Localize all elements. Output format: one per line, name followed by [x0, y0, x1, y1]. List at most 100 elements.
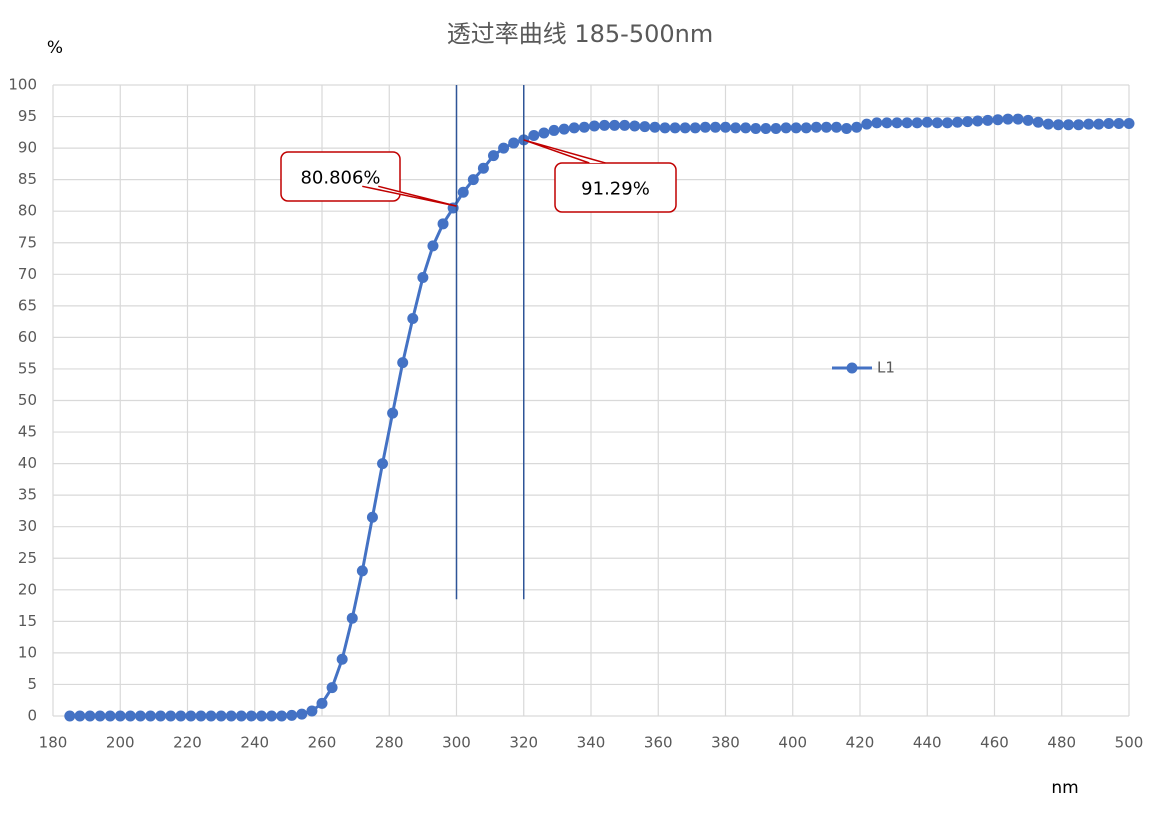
data-point: [730, 122, 742, 134]
data-point: [760, 123, 772, 135]
data-point: [286, 709, 298, 721]
y-tick-label: 30: [18, 517, 37, 535]
x-tick-label: 240: [240, 734, 269, 752]
x-tick-label: 260: [308, 734, 337, 752]
data-point: [679, 122, 691, 134]
data-point: [165, 710, 177, 722]
data-point: [578, 121, 590, 133]
data-point: [538, 127, 550, 139]
data-point: [74, 710, 86, 722]
data-point: [417, 271, 429, 283]
data-point: [336, 653, 348, 665]
data-point: [1052, 119, 1064, 131]
data-point: [548, 124, 560, 136]
data-point: [427, 240, 439, 252]
data-point: [155, 710, 167, 722]
x-tick-label: 420: [846, 734, 875, 752]
data-point: [588, 120, 600, 132]
data-point: [1032, 116, 1044, 128]
y-tick-label: 40: [18, 454, 37, 472]
data-point: [820, 121, 832, 133]
data-point: [346, 612, 358, 624]
y-tick-label: 90: [18, 139, 37, 157]
data-point: [235, 710, 247, 722]
callout-label: 91.29%: [581, 179, 650, 200]
data-point: [1103, 117, 1115, 129]
data-point: [528, 129, 540, 141]
data-point: [498, 142, 510, 154]
data-point: [709, 121, 721, 133]
y-tick-label: 50: [18, 391, 37, 409]
y-tick-label: 75: [18, 233, 37, 251]
data-point: [790, 122, 802, 134]
data-point: [881, 117, 893, 129]
data-point: [366, 511, 378, 523]
data-point: [94, 710, 106, 722]
y-tick-label: 0: [27, 707, 37, 725]
data-point: [457, 186, 469, 198]
data-point: [962, 116, 974, 128]
callout-pointer: [362, 185, 457, 207]
x-tick-label: 440: [913, 734, 942, 752]
data-point: [770, 123, 782, 135]
data-point: [558, 123, 570, 135]
data-point: [276, 710, 288, 722]
data-point: [195, 710, 207, 722]
data-point: [387, 407, 399, 419]
x-tick-label: 360: [644, 734, 673, 752]
x-tick-label: 220: [173, 734, 202, 752]
data-point: [921, 116, 933, 128]
x-tick-label: 500: [1115, 734, 1144, 752]
data-point: [568, 122, 580, 134]
data-point: [1083, 118, 1095, 130]
legend-label: L1: [877, 359, 895, 377]
data-point: [64, 710, 76, 722]
data-point: [477, 162, 489, 174]
data-point: [326, 682, 338, 694]
data-point: [245, 710, 257, 722]
y-tick-label: 60: [18, 328, 37, 346]
y-tick-label: 10: [18, 643, 37, 661]
data-point: [659, 122, 671, 134]
data-point: [830, 121, 842, 133]
callout-box: [280, 151, 401, 202]
data-point: [800, 122, 812, 134]
x-tick-label: 280: [375, 734, 404, 752]
data-point: [1002, 113, 1014, 125]
data-point: [1073, 119, 1085, 131]
data-point: [1062, 119, 1074, 131]
data-point: [437, 218, 449, 230]
data-point: [720, 121, 731, 133]
y-tick-label: 55: [18, 359, 37, 377]
data-point: [508, 137, 520, 149]
data-point: [316, 697, 328, 709]
data-point: [145, 710, 157, 722]
x-tick-label: 380: [711, 734, 740, 752]
x-tick-label: 200: [106, 734, 135, 752]
y-tick-label: 80: [18, 202, 37, 220]
data-point: [972, 115, 984, 127]
data-point: [649, 121, 661, 133]
data-point: [1022, 114, 1034, 126]
data-point: [215, 710, 227, 722]
data-point: [851, 121, 863, 133]
data-point: [699, 121, 711, 133]
x-tick-label: 460: [980, 734, 1009, 752]
data-point: [689, 122, 701, 134]
callout-pointer: [523, 139, 606, 164]
data-point: [377, 458, 389, 470]
data-point: [740, 122, 752, 134]
x-tick-label: 400: [778, 734, 807, 752]
x-tick-label: 180: [39, 734, 68, 752]
callout: 80.806%: [280, 151, 457, 207]
data-point: [861, 118, 873, 130]
data-point: [871, 117, 883, 129]
y-tick-label: 5: [27, 675, 37, 693]
data-point: [891, 117, 903, 129]
data-point: [639, 121, 651, 133]
data-point: [669, 122, 681, 134]
x-axis-label: nm: [1051, 778, 1078, 798]
data-point: [134, 710, 146, 722]
